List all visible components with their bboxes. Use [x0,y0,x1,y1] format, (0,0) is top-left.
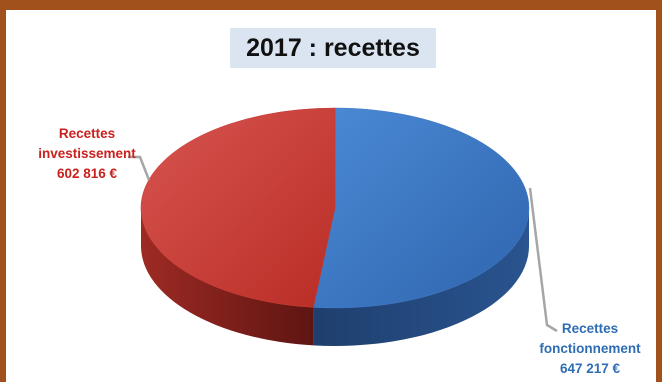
slice-label-fonctionnement-line1: Recettes [561,321,619,336]
slice-label-investissement-line1: Recettes [58,126,116,141]
slice-fonctionnement [313,107,530,309]
slice-investissement [140,107,336,308]
chart-title: 2017 : recettes [230,28,436,68]
slice-side-investissement [141,208,314,346]
slice-label-fonctionnement: Recettes fonctionnement 647 217 € [528,319,652,379]
leader-line-right [528,187,558,333]
slice-label-investissement: Recettes investissement 602 816 € [22,124,152,184]
slice-label-fonctionnement-line2: fonctionnement [539,341,641,356]
slice-label-investissement-line2: investissement [38,146,136,161]
leader-line-left [128,155,151,181]
slice-value-investissement: 602 816 € [56,166,118,181]
slice-side-fonctionnement [313,208,529,347]
slice-value-fonctionnement: 647 217 € [559,361,621,376]
